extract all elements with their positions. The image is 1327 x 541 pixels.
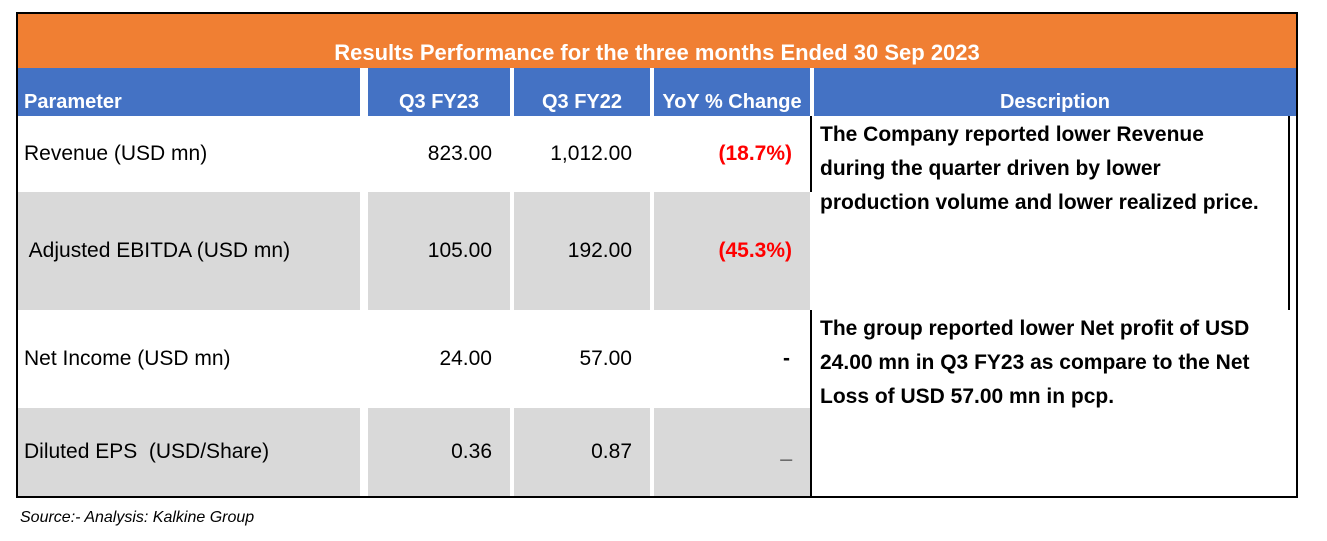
row-net-income-parameter: Net Income (USD mn) — [24, 347, 231, 370]
row-ebitda-parameter: Adjusted EBITDA (USD mn) — [18, 192, 360, 310]
source-note: Source:- Analysis: Kalkine Group — [20, 509, 255, 526]
description-line: The Company reported lower Revenue — [820, 123, 1204, 146]
row-eps-q3fy22: 0.87 — [514, 408, 650, 496]
row-eps-parameter: Diluted EPS (USD/Share) — [18, 408, 360, 496]
row-revenue-parameter: Revenue (USD mn) — [24, 142, 208, 165]
description-net-income: The group reported lower Net profit of U… — [816, 312, 1290, 414]
row-revenue-q3fy22: 1,012.00 — [550, 142, 632, 165]
description-divider-bottom — [810, 310, 812, 496]
results-table: Results Performance for the three months… — [16, 12, 1298, 498]
row-ebitda-q3fy22: 192.00 — [514, 192, 650, 310]
header-q3fy22: Q3 FY22 — [514, 68, 650, 116]
row-revenue-q3fy23: 823.00 — [427, 142, 492, 165]
header-yoy: YoY % Change — [654, 68, 810, 116]
description-line: Loss of USD 57.00 mn in pcp. — [820, 385, 1115, 408]
description-divider-right — [1288, 116, 1290, 310]
description-line: during the quarter driven by lower — [820, 157, 1161, 180]
row-net-income-yoy: - — [783, 347, 790, 370]
row-net-income-q3fy23: 24.00 — [439, 347, 492, 370]
row-net-income-q3fy22: 57.00 — [579, 347, 632, 370]
description-line: The group reported lower Net profit of U… — [820, 317, 1250, 340]
row-eps-yoy: _ — [654, 408, 810, 496]
table-title: Results Performance for the three months… — [18, 14, 1296, 68]
row-revenue-yoy: (18.7%) — [718, 142, 792, 165]
description-divider-top — [810, 116, 812, 192]
description-line: production volume and lower realized pri… — [820, 191, 1259, 214]
row-ebitda-q3fy23: 105.00 — [368, 192, 510, 310]
header-parameter: Parameter — [18, 68, 360, 116]
header-description: Description — [814, 68, 1296, 116]
row-eps-q3fy23: 0.36 — [368, 408, 510, 496]
description-line: 24.00 mn in Q3 FY23 as compare to the Ne… — [820, 351, 1250, 374]
header-q3fy23: Q3 FY23 — [368, 68, 510, 116]
description-revenue: The Company reported lower Revenue durin… — [816, 118, 1290, 220]
row-ebitda-yoy: (45.3%) — [654, 192, 810, 310]
